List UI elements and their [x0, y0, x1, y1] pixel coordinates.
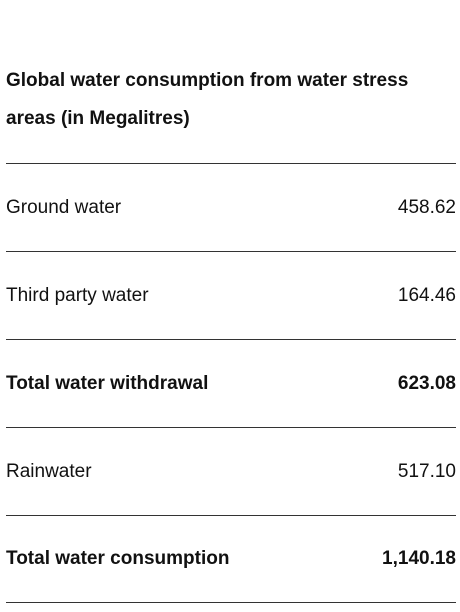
row-label: Rainwater: [6, 460, 92, 482]
row-value: 517.10: [397, 460, 456, 482]
table-row-rainwater: Rainwater 517.10: [6, 427, 456, 515]
row-label: Ground water: [6, 196, 122, 218]
row-value: 164.46: [397, 284, 456, 306]
row-label: Third party water: [6, 284, 149, 306]
table-title: Global water consumption from water stre…: [6, 70, 409, 129]
table-row-third-party-water: Third party water 164.46: [6, 251, 456, 339]
row-label: Total water withdrawal: [6, 372, 209, 394]
row-label: Total water consumption: [6, 548, 230, 569]
table-row-ground-water: Ground water 458.62: [6, 163, 456, 251]
row-value: 1,140.18: [382, 548, 456, 569]
table-row-total-consumption: Total water consumption 1,140.18: [6, 515, 456, 603]
row-value: 623.08: [397, 372, 456, 394]
water-consumption-table: Ground water 458.62 Third party water 16…: [6, 163, 456, 603]
row-value: 458.62: [397, 196, 456, 218]
table-row-total-withdrawal: Total water withdrawal 623.08: [6, 339, 456, 427]
